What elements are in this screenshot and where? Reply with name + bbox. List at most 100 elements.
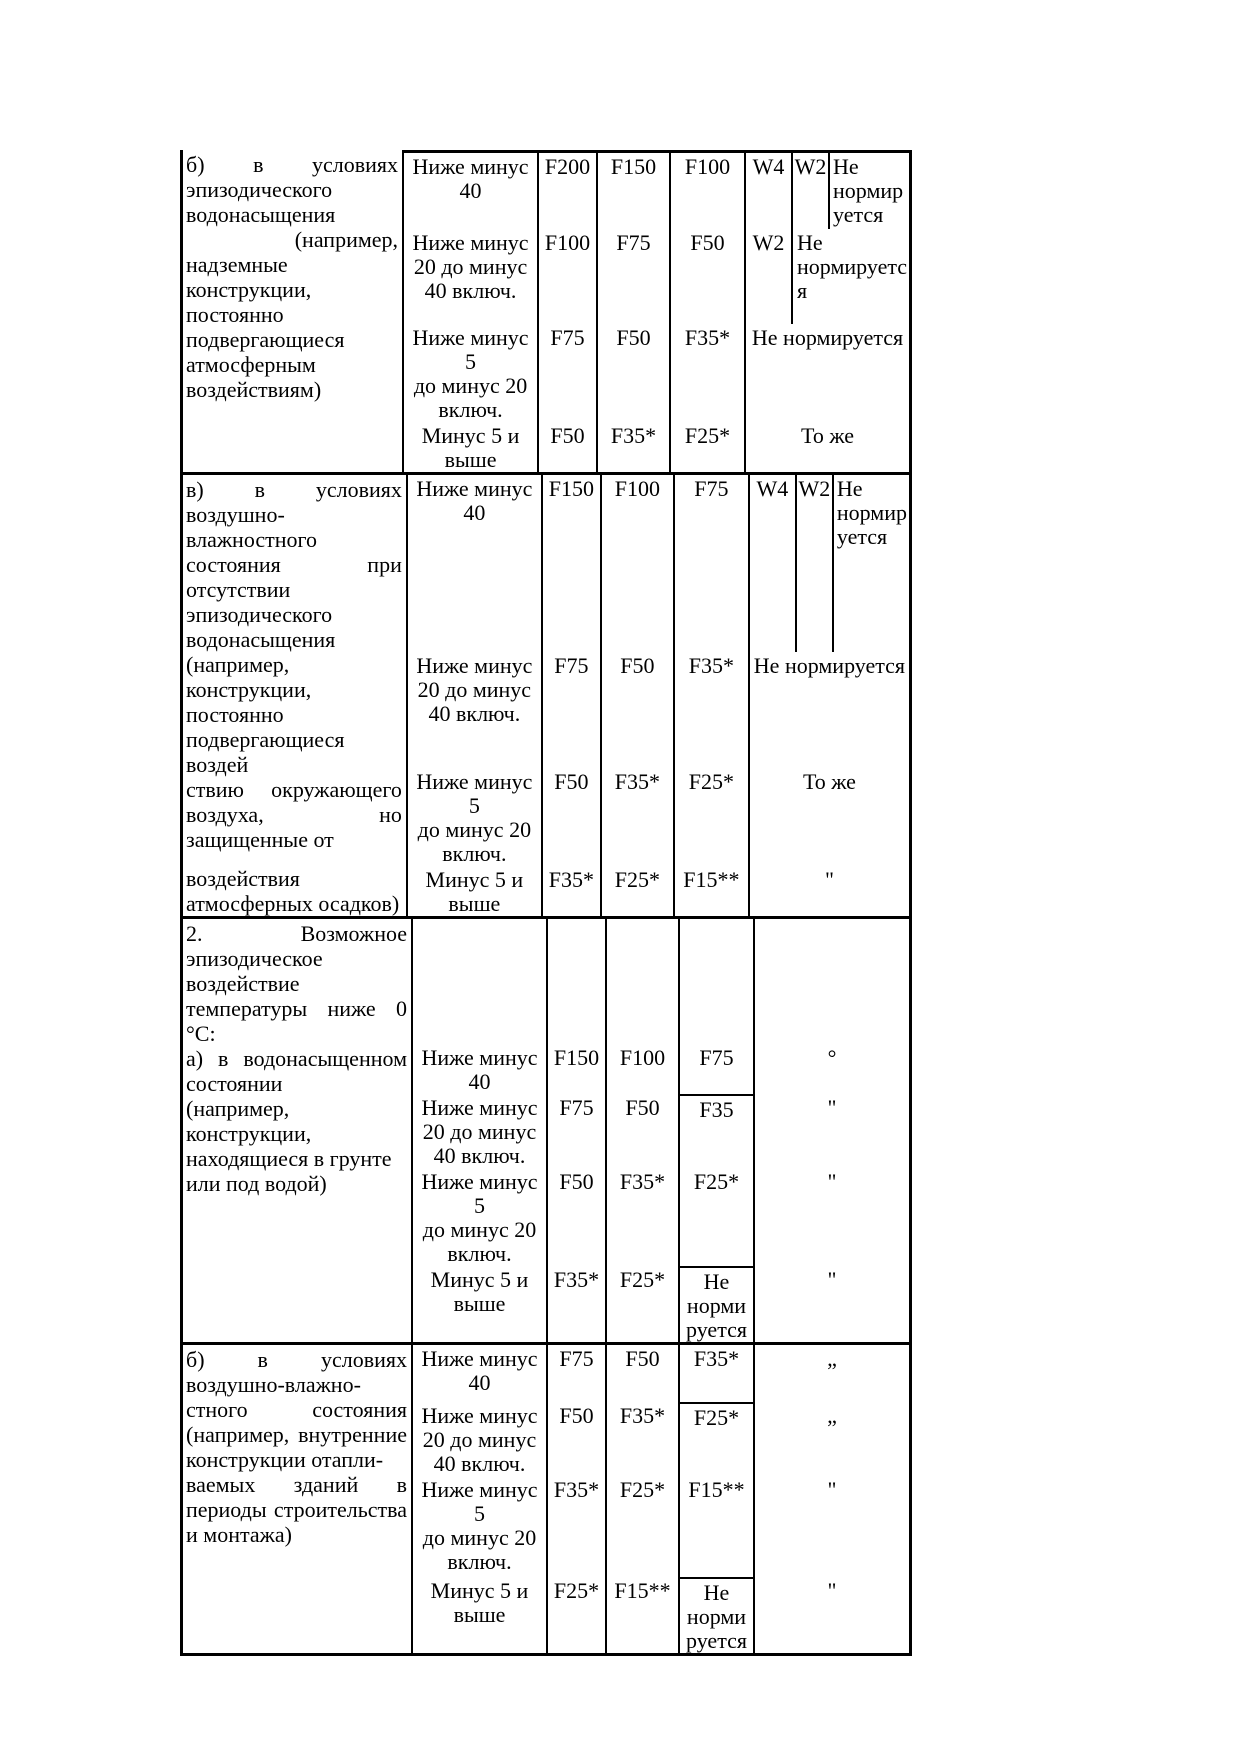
condition-line: конструкции отапли- xyxy=(186,1447,384,1472)
table-row: Минус 5 и выше F35* F25* F15** " xyxy=(408,866,909,916)
water-grade-group: То же xyxy=(744,422,909,472)
frost-grade-cell: F35* xyxy=(540,866,600,916)
water-grade-group: " xyxy=(747,866,909,916)
temp-range-cell: Ниже минус 40 xyxy=(412,154,529,203)
frost-grade-cell: F35* xyxy=(672,652,748,768)
table-block-0: б) в условиях эпизодического водонасыщения… xyxy=(183,150,909,472)
note-cell: ° xyxy=(827,1045,837,1070)
condition-line: конструкции, xyxy=(186,677,312,702)
table-row: Ниже минус 5 до минус 20 включ. F50 F35* F2… xyxy=(408,768,909,866)
table-row: Минус 5 и выше F25* F15** Не норми руется " xyxy=(413,1577,909,1653)
condition-line: б) в условиях xyxy=(186,152,399,177)
note-cell: То же xyxy=(802,769,856,794)
frost-grade-cell: F50 xyxy=(546,1402,605,1476)
temp-range-cell: Ниже минус 40 xyxy=(416,476,533,525)
frost-grade-cell: F25* xyxy=(605,1266,678,1342)
frost-grade-cell: F35* xyxy=(669,324,744,422)
frost-grade-cell xyxy=(605,919,678,1044)
note-cell: " xyxy=(827,1578,837,1603)
condition-cell: б) в условиях воздушно-влажно-стного сост… xyxy=(183,1345,413,1653)
temp-range-cell: Ниже минус 5 до минус 20 включ. xyxy=(421,1477,538,1574)
table-row: Минус 5 и выше F50 F35* F25* То же xyxy=(404,422,909,472)
table-row xyxy=(413,919,909,1044)
condition-line: ваемых зданий в xyxy=(186,1472,407,1497)
water-grade-group: " xyxy=(753,1094,909,1168)
temp-range-cell: Минус 5 и выше xyxy=(425,867,524,916)
frost-grade-cell: F100 xyxy=(537,229,596,324)
table-block-3: б) в условиях воздушно-влажно-стного сост… xyxy=(183,1342,909,1653)
note-cell: Не нормируется xyxy=(753,653,906,678)
condition-line: воздействия xyxy=(186,866,300,891)
water-grade-cell: W2 xyxy=(794,475,832,652)
condition-line: (например, внутренние xyxy=(186,1422,407,1447)
frost-grade-cell: F25* xyxy=(599,866,673,916)
condition-line: ствию окружающего xyxy=(186,777,402,802)
condition-line: (например, xyxy=(186,1096,290,1121)
condition-line: постоянно xyxy=(186,302,284,327)
note-cell: То же xyxy=(801,423,854,448)
condition-line: отсутствии xyxy=(186,577,291,602)
frost-grade-cell: F50 xyxy=(596,324,669,422)
frost-grade-cell: F50 xyxy=(540,768,600,866)
table-row: Ниже минус 40 F150 F100 F75 ° xyxy=(413,1044,909,1094)
frost-grade-cell: F200 xyxy=(537,153,596,229)
temp-range-cell: Минус 5 и выше xyxy=(421,423,520,472)
condition-line: или под водой) xyxy=(186,1171,327,1196)
frost-grade-cell: F35* xyxy=(599,768,673,866)
note-cell: Не нормируется xyxy=(751,325,904,350)
block-rows: Ниже минус 40 F150 F100 F75 ° Ниже минус 20 д… xyxy=(413,919,909,1342)
frost-grade-cell: F75 xyxy=(546,1094,605,1168)
note-cell: " xyxy=(827,1267,837,1292)
frost-grade-cell: Не норми руется xyxy=(678,1266,753,1342)
condition-line: влажностного xyxy=(186,527,317,552)
frost-grade-cell: F35* xyxy=(596,422,669,472)
frost-grade-cell xyxy=(678,919,753,1044)
water-grade-group: W2 Не нормируетс я xyxy=(744,229,909,324)
frost-grade-cell: F15** xyxy=(672,866,748,916)
water-grade-group: W4 W2 Не нормир уется xyxy=(744,153,909,229)
frost-grade-cell: F150 xyxy=(540,475,600,652)
note-cell: Не нормируетс я xyxy=(791,229,909,324)
note-cell: " xyxy=(827,1169,837,1194)
temp-range-cell: Ниже минус 40 xyxy=(421,1346,538,1395)
frost-grade-cell: F35* xyxy=(546,1266,605,1342)
condition-line: подвергающиеся xyxy=(186,727,345,752)
condition-cell: в) в условиях воздушно-влажностного состоя… xyxy=(183,475,408,916)
condition-line: и монтажа) xyxy=(186,1522,292,1547)
frost-grade-cell: F75 xyxy=(540,652,600,768)
frost-grade-cell: F35 xyxy=(678,1094,753,1168)
condition-line: (например, xyxy=(186,652,290,677)
condition-line: а) в водонасыщенном xyxy=(186,1046,407,1071)
frost-grade-cell: F75 xyxy=(672,475,748,652)
condition-line: воздуха, но xyxy=(186,802,402,827)
frost-grade-cell: F35* xyxy=(605,1402,678,1476)
temp-range-cell: Ниже минус 5 до минус 20 включ. xyxy=(416,769,533,866)
temp-range-cell: Минус 5 и выше xyxy=(430,1267,529,1316)
water-grade-cell: W2 xyxy=(752,230,785,255)
condition-line: водонасыщения xyxy=(186,627,336,652)
note-cell: „ xyxy=(827,1403,837,1428)
condition-line: б) в условиях xyxy=(186,1347,407,1372)
note-cell: „ xyxy=(827,1346,837,1371)
water-grade-cell: W2 xyxy=(791,153,828,229)
condition-line: в) в условиях xyxy=(186,477,402,502)
frost-grade-cell: F50 xyxy=(546,1168,605,1266)
table-row: Ниже минус 20 до минус 40 включ. F50 F35* F… xyxy=(413,1402,909,1476)
condition-line: воздействиям) xyxy=(186,377,322,402)
condition-line xyxy=(186,852,402,866)
temp-range-cell: Ниже минус 20 до минус 40 включ. xyxy=(421,1403,538,1476)
water-grade-group: " xyxy=(753,1476,909,1577)
condition-line: защищенные от xyxy=(186,827,334,852)
note-cell: Не нормир уется xyxy=(831,475,909,652)
temp-range-cell: Ниже минус 5 до минус 20 включ. xyxy=(421,1169,538,1266)
water-grade-group xyxy=(753,919,909,1044)
table-row: Ниже минус 5 до минус 20 включ. F75 F50 F35… xyxy=(404,324,909,422)
condition-line: водонасыщения xyxy=(186,202,336,227)
table-row: Ниже минус 40 F75 F50 F35* „ xyxy=(413,1345,909,1402)
table-row: Ниже минус 5 до минус 20 включ. F35* F25* F… xyxy=(413,1476,909,1577)
frost-grade-cell: F25* xyxy=(672,768,748,866)
water-grade-group: Не нормируется xyxy=(744,324,909,422)
frost-grade-cell: F25* xyxy=(678,1402,753,1476)
temp-range-cell: Ниже минус 5 до минус 20 включ. xyxy=(412,325,529,422)
note-cell xyxy=(755,919,909,1044)
